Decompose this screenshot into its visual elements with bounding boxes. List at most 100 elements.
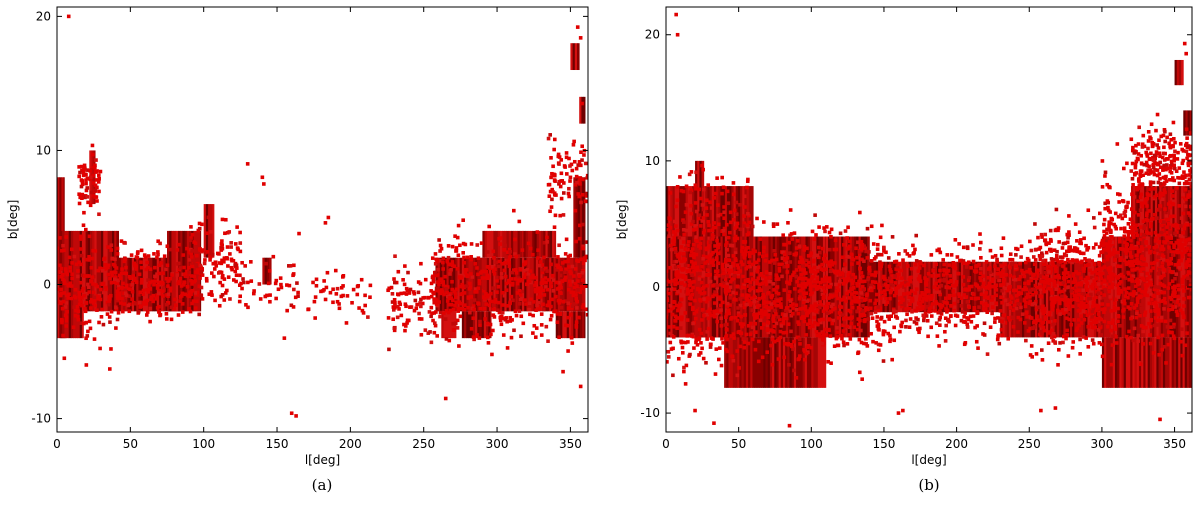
data-point (738, 203, 742, 207)
data-point (1036, 273, 1040, 278)
data-point (801, 260, 805, 265)
data-point (684, 203, 689, 207)
data-point (172, 306, 176, 311)
data-point (914, 316, 918, 320)
data-point (682, 258, 687, 263)
data-point (185, 246, 189, 251)
data-point (1049, 268, 1053, 273)
data-point (537, 263, 542, 268)
tile-strip (572, 43, 576, 71)
data-point (443, 274, 447, 279)
tile-strip (1123, 337, 1127, 388)
data-point (1042, 328, 1047, 333)
data-point (85, 274, 90, 278)
data-point (743, 249, 748, 254)
data-point (908, 302, 912, 307)
x-axis-label: l[deg] (305, 453, 340, 467)
tile-strip (534, 230, 538, 258)
data-point (1078, 308, 1082, 313)
data-point (547, 278, 551, 282)
data-point (472, 298, 477, 302)
data-point (1095, 272, 1100, 276)
data-point (708, 279, 713, 284)
data-point (691, 242, 696, 247)
data-point (574, 297, 578, 301)
tile-strip (1173, 337, 1177, 388)
data-point (443, 284, 448, 289)
data-point (791, 347, 795, 351)
data-point (714, 347, 719, 351)
data-point (748, 303, 753, 307)
data-point (776, 315, 781, 319)
data-point (558, 273, 563, 278)
data-point (874, 305, 878, 310)
data-point (700, 219, 705, 223)
data-point (786, 297, 791, 302)
data-point (764, 282, 769, 287)
data-point (476, 272, 480, 277)
tile-strip (1130, 337, 1133, 388)
data-point (257, 282, 262, 286)
data-point (335, 286, 340, 291)
data-point (736, 266, 741, 270)
data-point (673, 265, 678, 269)
data-point (199, 270, 204, 274)
data-point (811, 269, 816, 274)
data-point (1058, 255, 1063, 259)
data-point (949, 253, 954, 257)
data-point (850, 292, 854, 296)
data-point (962, 342, 967, 347)
data-point (789, 329, 793, 334)
data-point (760, 276, 765, 281)
data-point (1089, 292, 1093, 297)
data-point (536, 295, 541, 300)
data-point (809, 304, 814, 308)
data-point (1064, 307, 1068, 312)
data-point (1003, 262, 1007, 267)
data-point (679, 188, 684, 193)
tile-strip (750, 337, 753, 388)
data-point (870, 288, 874, 293)
data-point (937, 317, 942, 322)
data-point (1052, 258, 1056, 262)
data-point (734, 224, 739, 229)
data-point (780, 274, 784, 279)
data-point (714, 293, 719, 297)
data-point (192, 260, 197, 264)
data-point (1071, 272, 1076, 276)
data-point (573, 208, 578, 213)
data-point (1052, 282, 1057, 287)
data-point (816, 286, 820, 291)
data-point (817, 318, 822, 322)
tile-strip (1185, 110, 1189, 136)
data-point (173, 297, 177, 302)
data-point (856, 299, 861, 303)
data-point (433, 252, 438, 256)
data-point (1139, 324, 1144, 328)
data-point (873, 280, 878, 285)
data-point (144, 267, 149, 272)
data-point (178, 280, 182, 284)
data-point (688, 352, 692, 357)
data-point (752, 294, 757, 299)
data-point (853, 275, 858, 280)
data-point (878, 267, 883, 271)
data-point (453, 234, 457, 238)
data-point (158, 241, 162, 246)
data-point (184, 272, 188, 276)
data-point (231, 278, 236, 282)
data-point (892, 309, 896, 313)
data-point (942, 277, 947, 282)
tile-strip (167, 230, 170, 312)
data-point (968, 314, 973, 319)
data-point (849, 278, 854, 283)
data-point (462, 255, 466, 260)
data-point (79, 295, 84, 300)
data-point (178, 276, 183, 281)
data-point (690, 292, 694, 297)
data-point (851, 278, 856, 283)
data-point (563, 275, 568, 280)
data-point (1040, 358, 1045, 362)
data-point (1098, 296, 1102, 300)
data-point (679, 317, 684, 322)
